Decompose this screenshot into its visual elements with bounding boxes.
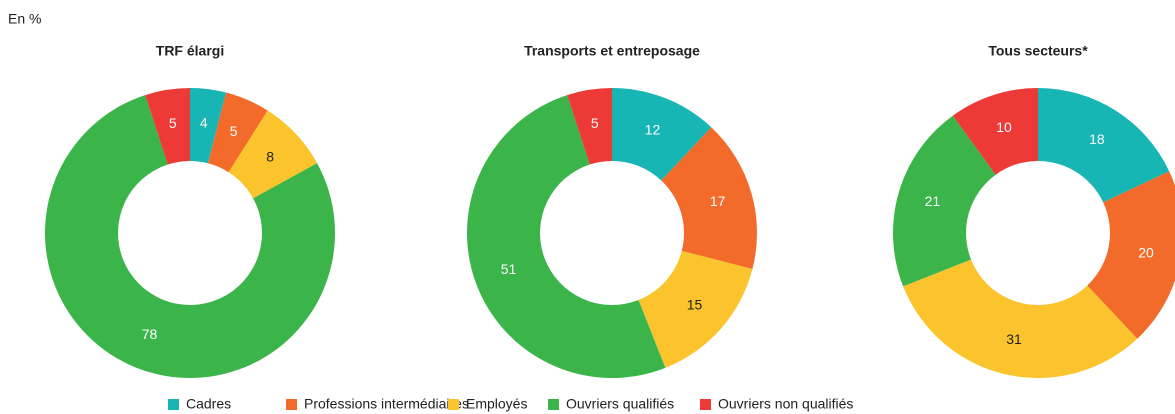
donut-slice — [903, 259, 1138, 378]
donut-slice — [567, 88, 612, 165]
donut-slice — [1087, 171, 1175, 339]
data-label: 5 — [591, 115, 599, 131]
data-label: 4 — [200, 115, 208, 131]
chart-title: TRF élargi — [156, 43, 224, 59]
legend-swatch — [548, 399, 559, 410]
donut-slice — [1038, 88, 1170, 203]
donut-slice — [612, 88, 712, 181]
data-label: 10 — [996, 119, 1012, 135]
legend-label: Ouvriers non qualifiés — [718, 396, 853, 412]
donut-slice — [207, 92, 268, 173]
data-label: 15 — [687, 296, 703, 312]
legend-label: Employés — [466, 396, 527, 412]
unit-label: En % — [8, 11, 41, 27]
data-label: 5 — [169, 115, 177, 131]
data-label: 21 — [925, 193, 941, 209]
donut-slice — [466, 95, 666, 379]
chart-title: Transports et entreposage — [524, 43, 700, 59]
data-label: 8 — [266, 148, 274, 164]
data-label: 51 — [501, 261, 517, 277]
data-label: 12 — [645, 121, 661, 137]
donut-slice — [893, 115, 996, 287]
donut-slice — [228, 110, 318, 199]
legend-swatch — [448, 399, 459, 410]
donut-slice — [45, 95, 336, 378]
data-label: 20 — [1138, 244, 1154, 260]
data-label: 31 — [1006, 331, 1022, 347]
donut-slice — [952, 88, 1038, 175]
donut-slice — [190, 88, 227, 164]
legend-swatch — [168, 399, 179, 410]
donut-slice — [661, 127, 757, 270]
data-label: 18 — [1089, 131, 1105, 147]
data-label: 78 — [142, 326, 158, 342]
legend-swatch — [286, 399, 297, 410]
legend-swatch — [700, 399, 711, 410]
data-label: 5 — [230, 123, 238, 139]
legend-label: Cadres — [186, 396, 231, 412]
legend-label: Ouvriers qualifiés — [566, 396, 674, 412]
donut-slice — [638, 250, 753, 368]
chart-title: Tous secteurs* — [988, 43, 1088, 59]
data-label: 17 — [710, 193, 726, 209]
legend-label: Professions intermédiaires — [304, 396, 469, 412]
donut-slice — [145, 88, 190, 165]
